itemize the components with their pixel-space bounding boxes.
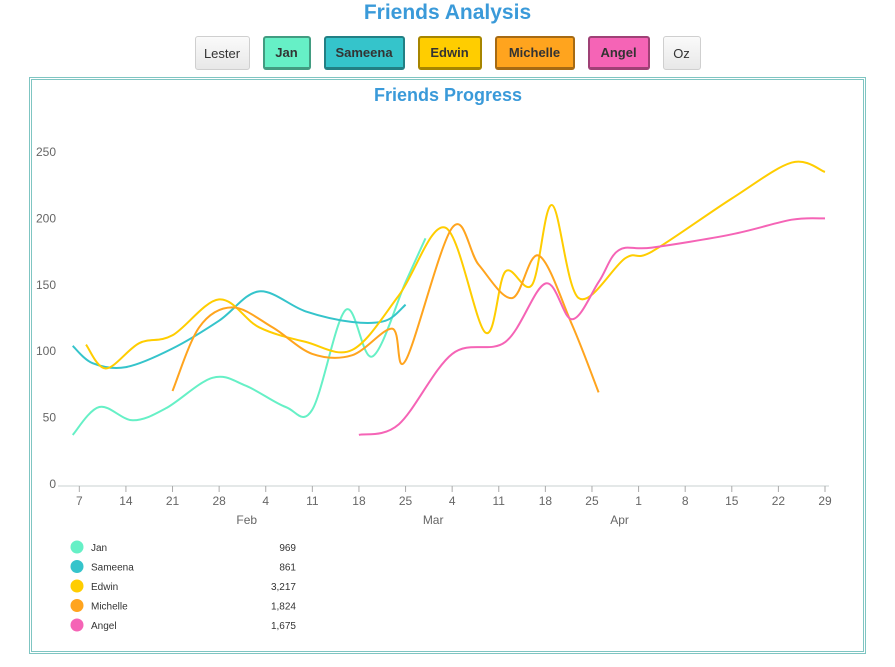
y-tick-label: 250 bbox=[36, 145, 56, 159]
x-tick-label: 28 bbox=[212, 494, 226, 508]
x-tick-label: 18 bbox=[352, 494, 366, 508]
legend-value: 1,675 bbox=[271, 621, 296, 632]
legend-marker-michelle bbox=[70, 599, 84, 612]
friend-button-oz[interactable]: Oz bbox=[662, 36, 701, 70]
x-tick-label: 11 bbox=[493, 494, 506, 508]
friend-button-sameena[interactable]: Sameena bbox=[323, 36, 405, 70]
friend-button-bar: Lester Jan Sameena Edwin Michelle Angel … bbox=[0, 36, 895, 72]
x-tick-label: 4 bbox=[262, 494, 269, 508]
series-line-angel bbox=[358, 217, 826, 436]
legend-value: 969 bbox=[279, 543, 296, 554]
legend-value: 1,824 bbox=[271, 602, 296, 613]
friend-button-lester[interactable]: Lester bbox=[194, 36, 250, 70]
x-tick-label: 15 bbox=[725, 494, 739, 508]
friend-button-jan[interactable]: Jan bbox=[262, 36, 311, 70]
x-tick-label: 14 bbox=[119, 494, 133, 508]
y-tick-label: 0 bbox=[49, 477, 56, 491]
x-tick-label: 8 bbox=[682, 494, 689, 508]
series-line-edwin bbox=[85, 160, 826, 370]
friend-button-michelle[interactable]: Michelle bbox=[494, 36, 575, 70]
series-line-michelle bbox=[171, 223, 600, 393]
legend-label: Jan bbox=[91, 543, 107, 554]
legend-value: 861 bbox=[279, 563, 296, 574]
legend-label: Michelle bbox=[91, 602, 128, 613]
x-tick-label: 11 bbox=[306, 494, 319, 508]
x-tick-label: 25 bbox=[585, 494, 599, 508]
legend-marker-jan bbox=[70, 540, 84, 554]
legend-label: Edwin bbox=[91, 582, 118, 593]
x-tick-label: 29 bbox=[818, 494, 832, 508]
chart-title: Friends Progress bbox=[374, 85, 522, 105]
legend-label: Sameena bbox=[91, 563, 134, 574]
x-tick-label: 18 bbox=[539, 494, 553, 508]
legend-value: 3,217 bbox=[271, 582, 296, 593]
x-tick-label: 1 bbox=[635, 494, 642, 508]
friend-button-edwin[interactable]: Edwin bbox=[417, 36, 482, 70]
x-month-label: Mar bbox=[423, 513, 444, 527]
y-tick-label: 100 bbox=[36, 344, 56, 358]
y-tick-label: 150 bbox=[36, 278, 56, 292]
legend-label: Angel bbox=[91, 621, 117, 632]
legend-marker-angel bbox=[70, 618, 84, 632]
x-tick-label: 25 bbox=[399, 494, 413, 508]
x-tick-label: 7 bbox=[76, 494, 83, 508]
x-month-label: Feb bbox=[236, 513, 257, 527]
friend-button-angel[interactable]: Angel bbox=[587, 36, 650, 70]
x-tick-label: 4 bbox=[449, 494, 456, 508]
page-title: Friends Analysis bbox=[363, 1, 532, 24]
series-line-jan bbox=[71, 237, 427, 436]
x-tick-label: 22 bbox=[772, 494, 786, 508]
y-tick-label: 200 bbox=[36, 211, 56, 225]
chart-panel: Friends Progress 0 50 100 150 200 250 7 14 21 28 4 F… bbox=[29, 77, 866, 654]
legend-marker-edwin bbox=[70, 579, 84, 593]
legend-marker-sameena bbox=[70, 560, 84, 573]
x-month-label: Apr bbox=[610, 513, 629, 527]
x-tick-label: 21 bbox=[166, 494, 180, 508]
y-tick-label: 50 bbox=[43, 411, 57, 425]
